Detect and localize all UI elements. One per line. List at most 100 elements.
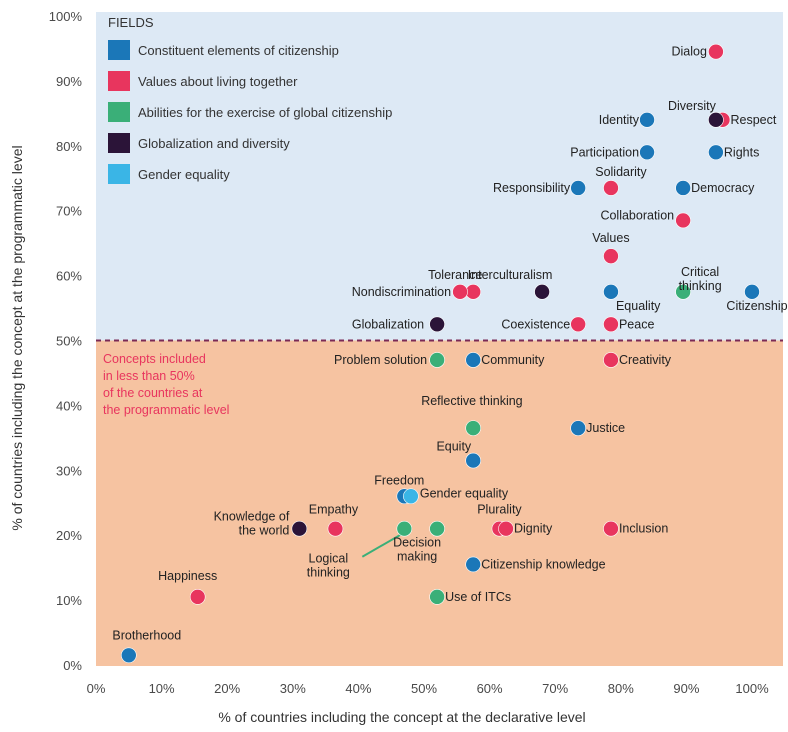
y-tick-label: 80% bbox=[56, 139, 82, 154]
legend-entry: Globalization and diversity bbox=[138, 136, 290, 151]
logical-thinking-connector bbox=[361, 532, 403, 558]
upper-region-background bbox=[96, 12, 783, 341]
point-label: Citizenship bbox=[726, 299, 787, 313]
x-tick-label: 30% bbox=[280, 681, 306, 696]
x-tick-label: 10% bbox=[149, 681, 175, 696]
legend-swatch bbox=[108, 133, 130, 153]
point-label: Logical thinking bbox=[307, 552, 350, 580]
scatter-point bbox=[465, 452, 482, 469]
scatter-point bbox=[603, 284, 619, 300]
point-label: Empathy bbox=[309, 503, 359, 517]
legend-title: FIELDS bbox=[108, 15, 154, 30]
threshold-note-line: in less than 50% bbox=[103, 369, 195, 383]
scatter-point bbox=[675, 284, 691, 300]
point-label: Brotherhood bbox=[112, 628, 181, 642]
scatter-point bbox=[570, 180, 586, 196]
scatter-point bbox=[465, 556, 482, 573]
y-tick-label: 30% bbox=[56, 463, 82, 478]
scatter-point bbox=[639, 112, 655, 128]
x-tick-label: 70% bbox=[542, 681, 568, 696]
point-label: Critical thinking bbox=[679, 265, 722, 293]
point-label: Problem solution bbox=[334, 353, 427, 367]
point-label: Responsibility bbox=[493, 181, 571, 195]
point-label: Interculturalism bbox=[468, 268, 553, 282]
scatter-point bbox=[534, 284, 550, 300]
scatter-point bbox=[498, 520, 514, 537]
y-tick-label: 50% bbox=[56, 334, 82, 349]
scatter-point bbox=[603, 180, 619, 196]
point-label: Values bbox=[592, 231, 629, 245]
x-tick-label: 100% bbox=[735, 681, 769, 696]
legend-swatch bbox=[108, 40, 130, 60]
scatter-point bbox=[603, 352, 619, 368]
scatter-point bbox=[327, 520, 344, 537]
y-tick-label: 90% bbox=[56, 74, 82, 89]
legend-swatch bbox=[108, 102, 130, 122]
scatter-point bbox=[708, 144, 724, 161]
legend-entry: Gender equality bbox=[138, 167, 230, 182]
point-label: Peace bbox=[619, 317, 654, 331]
x-tick-label: 60% bbox=[477, 681, 503, 696]
point-label: Solidarity bbox=[595, 165, 647, 179]
point-label: Inclusion bbox=[619, 522, 668, 536]
scatter-point bbox=[396, 520, 413, 537]
point-label: Democracy bbox=[691, 181, 755, 195]
point-label: Coexistence bbox=[501, 317, 570, 331]
scatter-point bbox=[429, 589, 445, 605]
scatter-point bbox=[465, 420, 482, 436]
point-label: Tolerance bbox=[428, 268, 482, 282]
scatter-point bbox=[452, 284, 468, 300]
y-tick-label: 40% bbox=[56, 398, 82, 413]
threshold-note: Concepts included in less than 50% of the … bbox=[103, 352, 229, 417]
scatter-point bbox=[429, 316, 445, 333]
x-tick-label: 80% bbox=[608, 681, 634, 696]
scatter-point bbox=[708, 112, 724, 128]
point-label: Happiness bbox=[158, 569, 217, 583]
scatter-point bbox=[708, 43, 724, 60]
point-label: Knowledge of the world bbox=[214, 510, 290, 538]
point-label: Collaboration bbox=[600, 208, 674, 222]
x-tick-label: 90% bbox=[673, 681, 699, 696]
y-tick-label: 60% bbox=[56, 269, 82, 284]
legend-entry: Abilities for the exercise of global cit… bbox=[138, 105, 392, 120]
scatter-point bbox=[291, 520, 308, 537]
point-label: Plurality bbox=[477, 503, 522, 517]
point-label: Community bbox=[481, 353, 545, 367]
point-label: Use of ITCs bbox=[445, 590, 511, 604]
y-tick-label: 100% bbox=[49, 9, 83, 24]
point-label: Nondiscrimination bbox=[352, 285, 451, 299]
threshold-note-line: Concepts included bbox=[103, 352, 206, 366]
y-axis-title: % of countries including the concept at … bbox=[9, 145, 25, 530]
scatter-point bbox=[603, 316, 619, 333]
scatter-point bbox=[603, 248, 619, 264]
scatter-point bbox=[121, 647, 137, 664]
y-tick-label: 20% bbox=[56, 528, 82, 543]
lower-region-background bbox=[96, 340, 783, 666]
scatter-point bbox=[675, 180, 691, 196]
scatter-point bbox=[744, 284, 760, 300]
y-tick-label: 70% bbox=[56, 204, 82, 219]
point-label: Dignity bbox=[514, 522, 553, 536]
point-label: Globalization bbox=[352, 317, 424, 331]
point-label: Identity bbox=[599, 113, 640, 127]
y-tick-label: 10% bbox=[56, 593, 82, 608]
legend-swatch bbox=[108, 71, 130, 91]
scatter-point bbox=[465, 352, 482, 368]
scatter-point bbox=[465, 284, 482, 300]
legend-entry: Values about living together bbox=[138, 74, 298, 89]
scatter-point bbox=[570, 316, 586, 333]
point-label: Diversity bbox=[668, 99, 717, 113]
legend: FIELDS Constituent elements of citizensh… bbox=[108, 15, 392, 184]
scatter-point bbox=[189, 589, 206, 605]
point-label: Rights bbox=[724, 145, 759, 159]
scatter-point bbox=[403, 488, 419, 505]
point-label: Creativity bbox=[619, 353, 672, 367]
x-tick-label: 40% bbox=[345, 681, 371, 696]
point-label: Respect bbox=[730, 113, 776, 127]
point-label: Decision making bbox=[393, 536, 441, 564]
x-tick-label: 0% bbox=[87, 681, 106, 696]
scatter-point bbox=[429, 352, 445, 368]
legend-entry: Constituent elements of citizenship bbox=[138, 43, 339, 58]
point-label: Equality bbox=[616, 299, 661, 313]
